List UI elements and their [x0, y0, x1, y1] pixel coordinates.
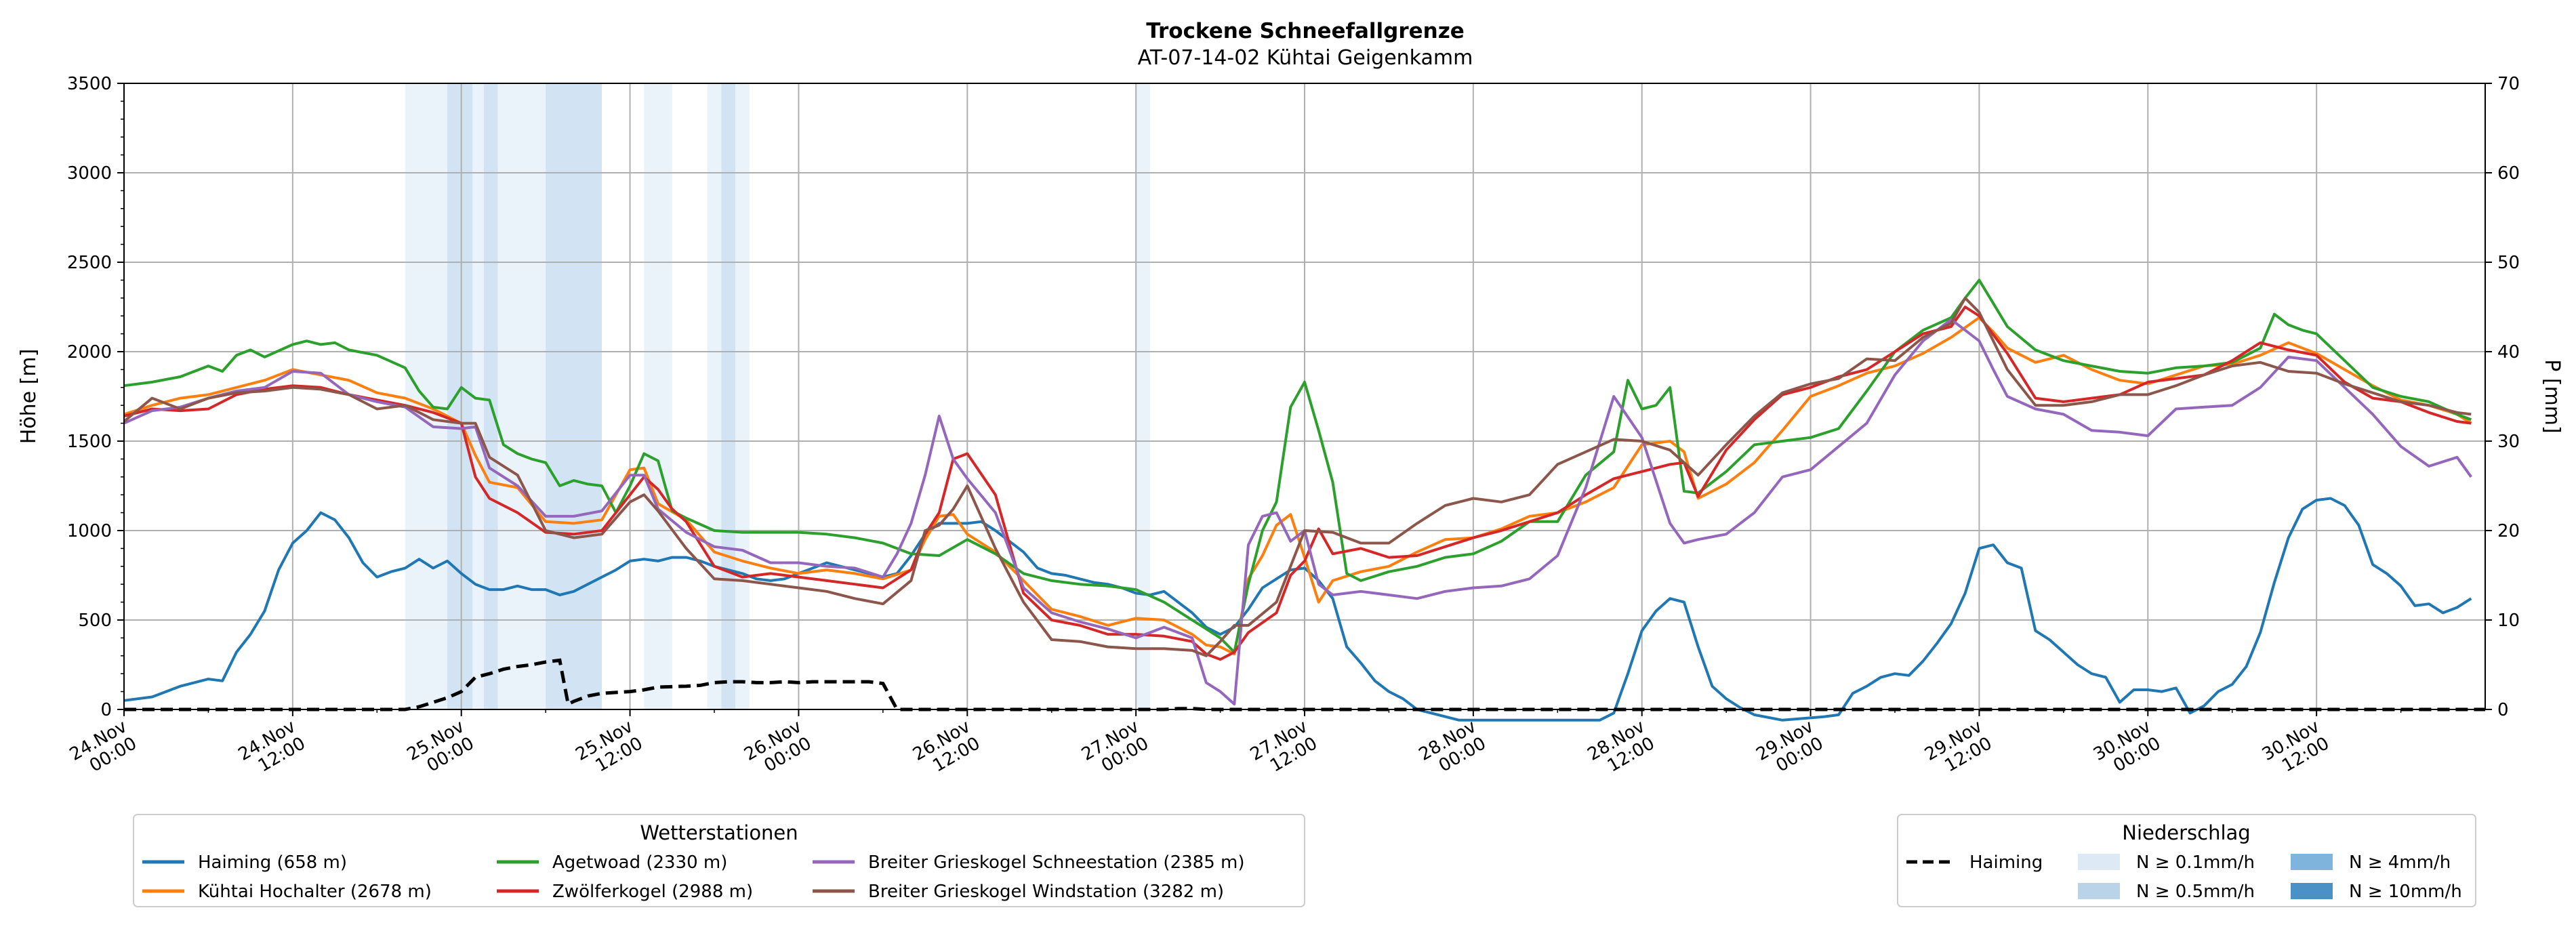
- left-tick-label-1: 500: [78, 611, 112, 631]
- legend-label-0: Haiming (658 m): [198, 852, 347, 873]
- legend-precip: Niederschlag Haiming N ≥ 0.1mm/h N ≥ 4mm/…: [1897, 814, 2476, 907]
- right-tick-label-0: 0: [2497, 700, 2509, 720]
- left-tick-label-7: 3500: [67, 74, 112, 94]
- legend-precip-patch-1: [2291, 854, 2333, 870]
- precip-band-0: [405, 83, 447, 709]
- precip-line-group: [124, 658, 2485, 711]
- left-axis-title: Höhe [m]: [17, 349, 41, 445]
- series-line-5: [123, 296, 2472, 657]
- left-tick-label-4: 2000: [67, 342, 112, 363]
- precip-band-6: [644, 83, 672, 709]
- precip-intensity-bands: [405, 83, 1150, 709]
- legend-precip-patch-3: [2291, 883, 2333, 899]
- left-tick-label-2: 1000: [67, 521, 112, 541]
- legend-precip-title: Niederschlag: [2122, 821, 2250, 844]
- legend-precip-patch-0: [2078, 854, 2120, 870]
- left-tick-label-3: 1500: [67, 432, 112, 452]
- left-tick-label-0: 0: [100, 700, 112, 720]
- legend-stations-title: Wetterstationen: [640, 821, 798, 844]
- precip-band-10: [1136, 83, 1150, 709]
- right-tick-label-7: 70: [2497, 74, 2520, 94]
- series-line-1: [123, 316, 2472, 656]
- precip-band-5: [546, 83, 602, 709]
- legend-precip-items: N ≥ 0.1mm/h N ≥ 4mm/h N ≥ 0.5mm/h N ≥ 10mm/…: [2078, 852, 2462, 902]
- right-tick-label-4: 40: [2497, 342, 2520, 363]
- legend-label-1: Kühtai Hochalter (2678 m): [198, 882, 432, 902]
- legend-stations: Wetterstationen Haiming (658 m) Kühtai Ho…: [133, 814, 1305, 907]
- chart-title: Trockene Schneefallgrenze: [1146, 19, 1465, 43]
- legend-precip-label-2: N ≥ 0.5mm/h: [2136, 882, 2255, 902]
- precip-band-7: [707, 83, 722, 709]
- series-line-4: [123, 318, 2472, 706]
- left-tick-label-6: 3000: [67, 163, 112, 184]
- series-line-2: [123, 278, 2472, 654]
- left-tick-label-5: 2500: [67, 253, 112, 273]
- legend-precip-label-1: N ≥ 4mm/h: [2349, 852, 2451, 873]
- precip-band-9: [735, 83, 750, 709]
- right-tick-label-3: 30: [2497, 432, 2520, 452]
- precip-line-haiming: [124, 658, 2485, 711]
- chart-subtitle: AT-07-14-02 Kühtai Geigenkamm: [1138, 46, 1473, 70]
- series-line-3: [123, 306, 2472, 661]
- legend-precip-line-label: Haiming: [1969, 852, 2043, 873]
- legend-precip-patch-2: [2078, 883, 2120, 899]
- precip-band-3: [483, 83, 498, 709]
- legend-precip-label-0: N ≥ 0.1mm/h: [2136, 852, 2255, 873]
- precip-band-8: [721, 83, 736, 709]
- station-series-lines: [123, 278, 2472, 722]
- series-line-0: [123, 497, 2472, 722]
- legend-label-5: Breiter Grieskogel Windstation (3282 m): [868, 882, 1224, 902]
- left-axis-ticks: 0 500 1000 1500 2000 2500 3000 3500: [67, 74, 124, 720]
- right-tick-label-6: 60: [2497, 163, 2520, 184]
- precip-band-2: [472, 83, 484, 709]
- right-axis-ticks: 0 10 20 30 40 50 60 70: [2485, 74, 2520, 720]
- legend-label-3: Zwölferkogel (2988 m): [552, 882, 753, 902]
- precip-band-4: [497, 83, 546, 709]
- legend-stations-frame: [133, 814, 1305, 907]
- right-tick-label-2: 20: [2497, 521, 2520, 541]
- legend-precip-label-3: N ≥ 10mm/h: [2349, 882, 2462, 902]
- right-tick-label-1: 10: [2497, 611, 2520, 631]
- legend-station-items: Haiming (658 m) Kühtai Hochalter (2678 m)…: [142, 852, 1244, 902]
- legend-label-2: Agetwoad (2330 m): [552, 852, 727, 873]
- right-axis-title: P [mm]: [2540, 359, 2564, 433]
- grid-lines: [123, 83, 2485, 710]
- precip-band-1: [447, 83, 473, 709]
- right-tick-label-5: 50: [2497, 253, 2520, 273]
- legend-label-4: Breiter Grieskogel Schneestation (2385 m…: [868, 852, 1244, 873]
